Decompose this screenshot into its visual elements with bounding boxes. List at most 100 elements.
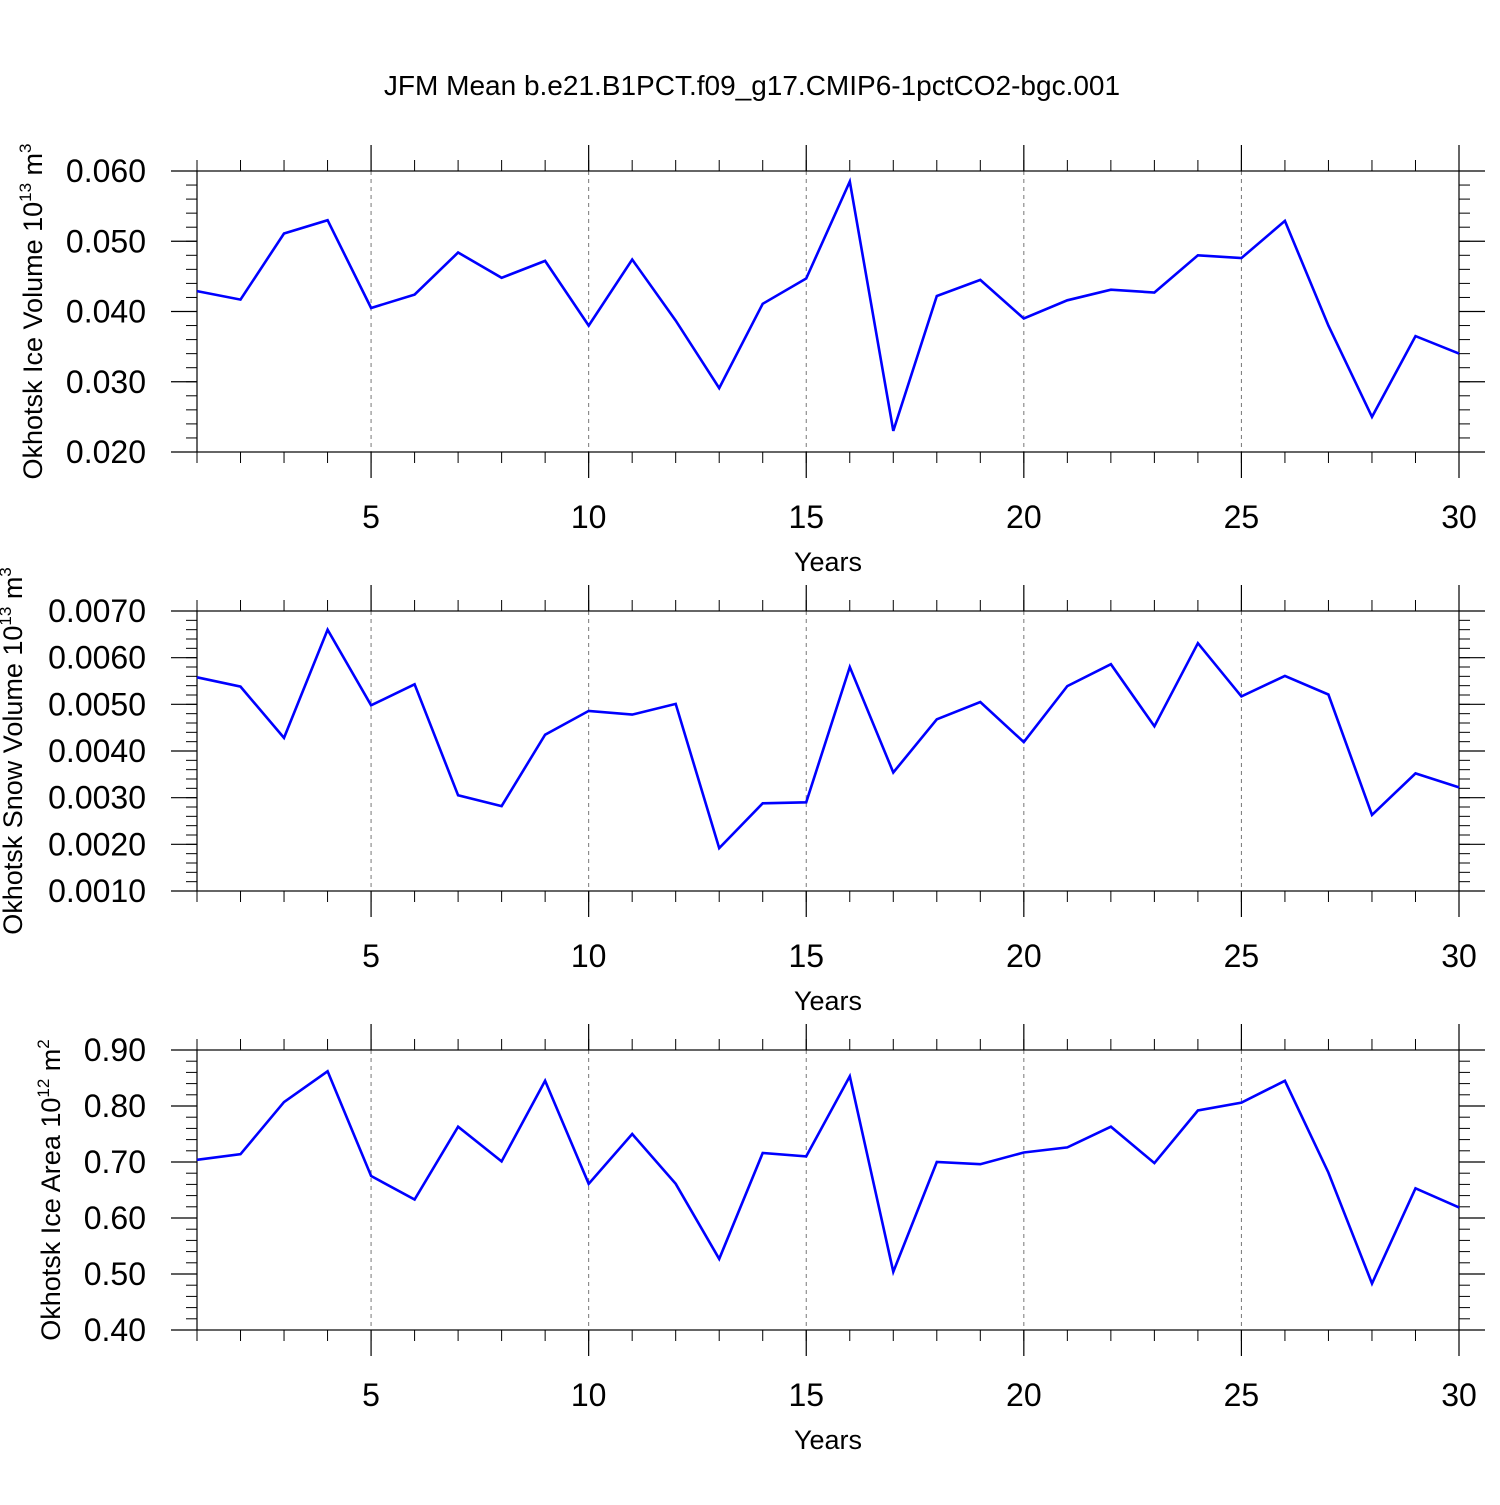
y-tick-label: 0.050 bbox=[66, 223, 146, 259]
data-point bbox=[1022, 317, 1026, 321]
data-point bbox=[1413, 771, 1417, 775]
data-point bbox=[978, 1162, 982, 1166]
data-point bbox=[761, 1151, 765, 1155]
data-point bbox=[587, 1182, 591, 1186]
x-tick-label: 30 bbox=[1441, 938, 1477, 974]
x-tick-label: 5 bbox=[362, 499, 380, 535]
data-point bbox=[1283, 674, 1287, 678]
data-point bbox=[326, 628, 330, 632]
data-point bbox=[1326, 324, 1330, 328]
data-point bbox=[1413, 1186, 1417, 1190]
x-tick-label: 10 bbox=[571, 499, 607, 535]
y-tick-label: 0.70 bbox=[84, 1144, 146, 1180]
data-point bbox=[1196, 641, 1200, 645]
data-point bbox=[761, 302, 765, 306]
x-tick-label: 20 bbox=[1006, 1377, 1042, 1413]
data-point bbox=[1152, 291, 1156, 295]
y-tick-label: 0.0050 bbox=[48, 686, 146, 722]
x-tick-label: 5 bbox=[362, 938, 380, 974]
data-point bbox=[891, 1270, 895, 1274]
y-tick-label: 0.80 bbox=[84, 1088, 146, 1124]
data-point bbox=[543, 259, 547, 263]
x-tick-label: 15 bbox=[788, 499, 824, 535]
series-line bbox=[196, 1069, 1460, 1287]
data-point bbox=[717, 846, 721, 850]
data-point bbox=[587, 324, 591, 328]
y-tick-label: 0.040 bbox=[66, 294, 146, 330]
y-tick-label: 0.0060 bbox=[48, 640, 146, 676]
data-point bbox=[1413, 334, 1417, 338]
data-point bbox=[239, 1152, 243, 1156]
data-point bbox=[1370, 1282, 1374, 1286]
data-point bbox=[500, 1159, 504, 1163]
x-tick-label: 15 bbox=[788, 938, 824, 974]
data-point bbox=[282, 736, 286, 740]
data-point bbox=[1196, 1108, 1200, 1112]
data-point bbox=[587, 709, 591, 713]
data-point bbox=[848, 1074, 852, 1078]
panel-3: 5 10 15 20 25 30 Years 0.40 0.50 0.60 0.70 0.80 0.90… bbox=[34, 1024, 1485, 1455]
x-tick-label: 10 bbox=[571, 938, 607, 974]
data-point bbox=[1370, 415, 1374, 419]
data-point bbox=[456, 793, 460, 797]
data-point bbox=[1065, 684, 1069, 688]
data-point bbox=[891, 429, 895, 433]
data-point bbox=[413, 293, 417, 297]
data-point bbox=[1022, 740, 1026, 744]
data-point bbox=[239, 298, 243, 302]
y-tick-label: 0.50 bbox=[84, 1256, 146, 1292]
x-tick-label: 25 bbox=[1224, 499, 1260, 535]
data-point bbox=[804, 276, 808, 280]
data-point bbox=[630, 258, 634, 262]
data-point bbox=[195, 289, 199, 293]
data-point bbox=[1326, 1171, 1330, 1175]
data-point bbox=[935, 1160, 939, 1164]
data-point bbox=[1152, 1161, 1156, 1165]
data-point bbox=[456, 250, 460, 254]
panel-2: 5 10 15 20 25 30 Years 0.0010 0.0020 0.0030 0.0040… bbox=[0, 567, 1485, 1016]
y-tick-label: 0.0030 bbox=[48, 780, 146, 816]
series-line bbox=[196, 626, 1460, 851]
data-point bbox=[195, 675, 199, 679]
y-tick-label: 0.90 bbox=[84, 1032, 146, 1068]
y-tick-label: 0.0010 bbox=[48, 873, 146, 909]
data-point bbox=[630, 1132, 634, 1136]
y-tick-label: 0.020 bbox=[66, 434, 146, 470]
data-point bbox=[369, 1174, 373, 1178]
series-line bbox=[196, 177, 1460, 432]
data-point bbox=[456, 1125, 460, 1129]
data-point bbox=[674, 1182, 678, 1186]
x-tick-label: 20 bbox=[1006, 938, 1042, 974]
x-tick-label: 10 bbox=[571, 1377, 607, 1413]
data-point bbox=[543, 733, 547, 737]
data-point bbox=[804, 1154, 808, 1158]
plot-frame bbox=[196, 610, 1460, 892]
data-point bbox=[1283, 1079, 1287, 1083]
data-point bbox=[1196, 253, 1200, 257]
data-point bbox=[1457, 1205, 1461, 1209]
y-tick-label: 0.0020 bbox=[48, 826, 146, 862]
data-point bbox=[935, 294, 939, 298]
data-point bbox=[717, 386, 721, 390]
data-point bbox=[1065, 298, 1069, 302]
data-point bbox=[674, 319, 678, 323]
data-point bbox=[1109, 1125, 1113, 1129]
x-tick-label: 30 bbox=[1441, 499, 1477, 535]
y-tick-label: 0.40 bbox=[84, 1312, 146, 1348]
y-tick-label: 0.0070 bbox=[48, 593, 146, 629]
data-point bbox=[717, 1257, 721, 1261]
figure-title: JFM Mean b.e21.B1PCT.f09_g17.CMIP6-1pctC… bbox=[384, 70, 1120, 101]
plot-frame bbox=[196, 170, 1460, 453]
data-point bbox=[848, 180, 852, 184]
x-tick-label: 15 bbox=[788, 1377, 824, 1413]
y-tick-label: 0.0040 bbox=[48, 733, 146, 769]
data-point bbox=[1109, 288, 1113, 292]
data-point bbox=[369, 306, 373, 310]
data-point bbox=[1109, 662, 1113, 666]
data-point bbox=[500, 276, 504, 280]
y-axis-label: Okhotsk Ice Volume 1013 m3 bbox=[16, 143, 48, 479]
data-point bbox=[1239, 694, 1243, 698]
x-axis-label: Years bbox=[794, 1425, 862, 1455]
